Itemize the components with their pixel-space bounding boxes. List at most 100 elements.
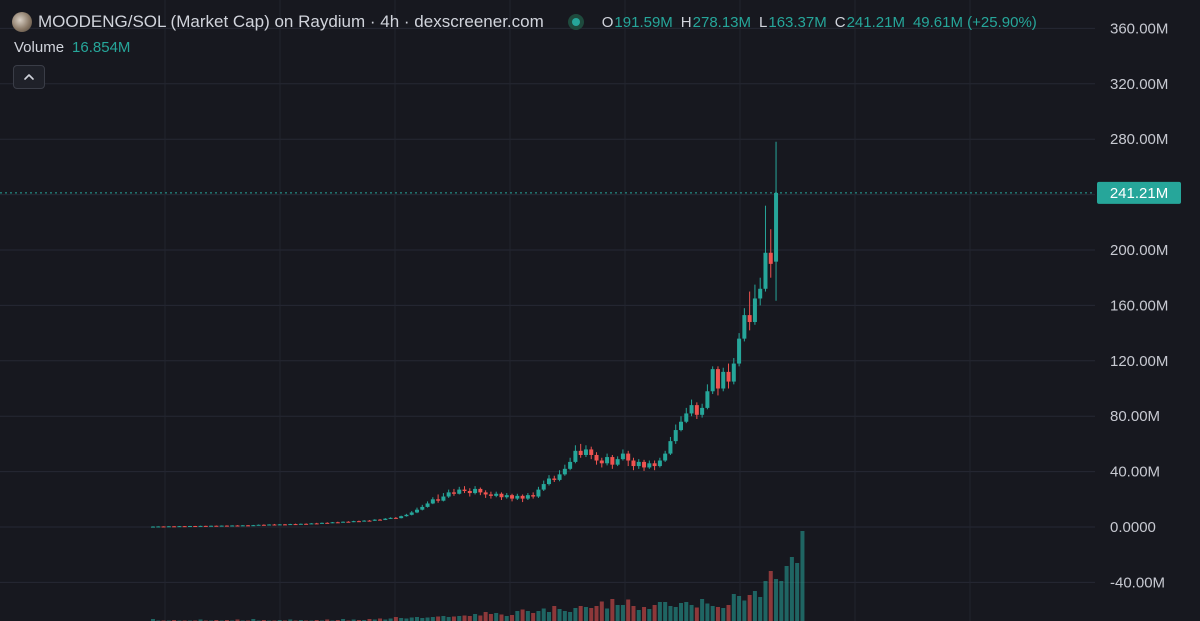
candle-body (251, 525, 256, 527)
y-tick-label: 160.00M (1110, 297, 1168, 314)
volume-bar (446, 617, 451, 621)
volume-bar (731, 594, 736, 621)
volume-bar (758, 597, 763, 621)
candle (362, 520, 367, 522)
candle (203, 525, 208, 527)
volume-bar (325, 619, 330, 621)
candle-body (504, 495, 509, 498)
candle-body (272, 524, 277, 526)
candle-body (304, 523, 309, 525)
volume-bar (494, 613, 499, 621)
candle (731, 358, 736, 385)
volume-bar (499, 614, 504, 621)
volume-bar (673, 607, 678, 621)
volume-bar (789, 557, 794, 621)
candle (467, 488, 472, 497)
collapse-legend-button[interactable] (13, 65, 45, 89)
ohlc-readout: O191.59M H278.13M L163.37M C241.21M 49.6… (602, 14, 1037, 31)
volume-bar (663, 602, 668, 621)
candle-body (541, 484, 546, 490)
candle-body (705, 391, 710, 408)
candle (224, 525, 229, 527)
y-tick-label: 280.00M (1110, 131, 1168, 148)
candle (319, 522, 324, 524)
candle (283, 523, 287, 526)
candle-body (626, 453, 631, 461)
candle-body (172, 526, 177, 528)
candle-body (589, 449, 594, 455)
volume-bars (151, 531, 805, 621)
candle-body (420, 506, 425, 510)
candle (557, 470, 562, 482)
volume-bar (462, 615, 467, 621)
candle (378, 518, 383, 521)
low-value: 163.37M (768, 13, 827, 31)
candle-body (605, 457, 610, 464)
candle (631, 457, 636, 471)
volume-bar (536, 611, 541, 621)
candle-body (362, 520, 367, 522)
volume-bar (710, 606, 715, 621)
candle-body (293, 524, 298, 526)
volume-bar (351, 619, 356, 621)
candle (251, 524, 256, 527)
candle (341, 521, 346, 523)
y-tick-label: 320.00M (1110, 76, 1168, 93)
candle (330, 522, 335, 524)
candle-body (325, 522, 330, 524)
candle-body (488, 494, 493, 496)
candle-body (256, 524, 261, 526)
candle-body (335, 522, 340, 524)
y-tick-label: -40.00M (1110, 574, 1165, 591)
candle (483, 490, 488, 498)
candle-body (151, 526, 155, 528)
volume-bar (235, 619, 240, 621)
candle (642, 459, 647, 471)
candle (689, 399, 694, 417)
candle (552, 475, 557, 482)
candle-body (679, 421, 683, 431)
candle (547, 475, 551, 486)
volume-bar (552, 606, 557, 621)
volume-bar (399, 618, 404, 621)
candle (288, 523, 293, 526)
last-price-tag: 241.21M (1097, 181, 1181, 204)
candle (652, 460, 657, 471)
candle (499, 492, 504, 500)
candle-body (747, 315, 752, 323)
candle (246, 525, 251, 527)
candle-body (636, 461, 641, 467)
candle-body (346, 521, 351, 523)
candle-body (378, 519, 383, 521)
candle (721, 367, 726, 392)
candle-body (483, 492, 488, 495)
candle (314, 522, 319, 525)
candle (610, 454, 615, 469)
candle (737, 333, 742, 367)
volume-bar (636, 610, 641, 621)
price-axis[interactable]: 360.00M320.00M280.00M240.00M200.00M160.0… (1110, 20, 1168, 591)
volume-bar (742, 600, 747, 621)
volume-bar (441, 616, 446, 621)
candle-body (388, 517, 393, 519)
volume-bar (689, 605, 694, 621)
candle (256, 524, 261, 526)
candle-body (203, 525, 208, 527)
volume-bar (557, 609, 562, 621)
volume-bar (657, 602, 662, 621)
volume-bar (341, 619, 346, 621)
candle (726, 363, 731, 389)
candle-body (430, 499, 435, 504)
volume-bar (578, 606, 583, 621)
volume-bar (705, 603, 710, 621)
candle-body (473, 488, 478, 494)
candle (166, 526, 171, 528)
y-tick-label: 80.00M (1110, 408, 1160, 425)
volume-bar (715, 607, 720, 621)
candle-body (446, 492, 451, 497)
candle (409, 511, 414, 516)
volume-bar (504, 616, 509, 621)
volume-bar (404, 618, 409, 621)
